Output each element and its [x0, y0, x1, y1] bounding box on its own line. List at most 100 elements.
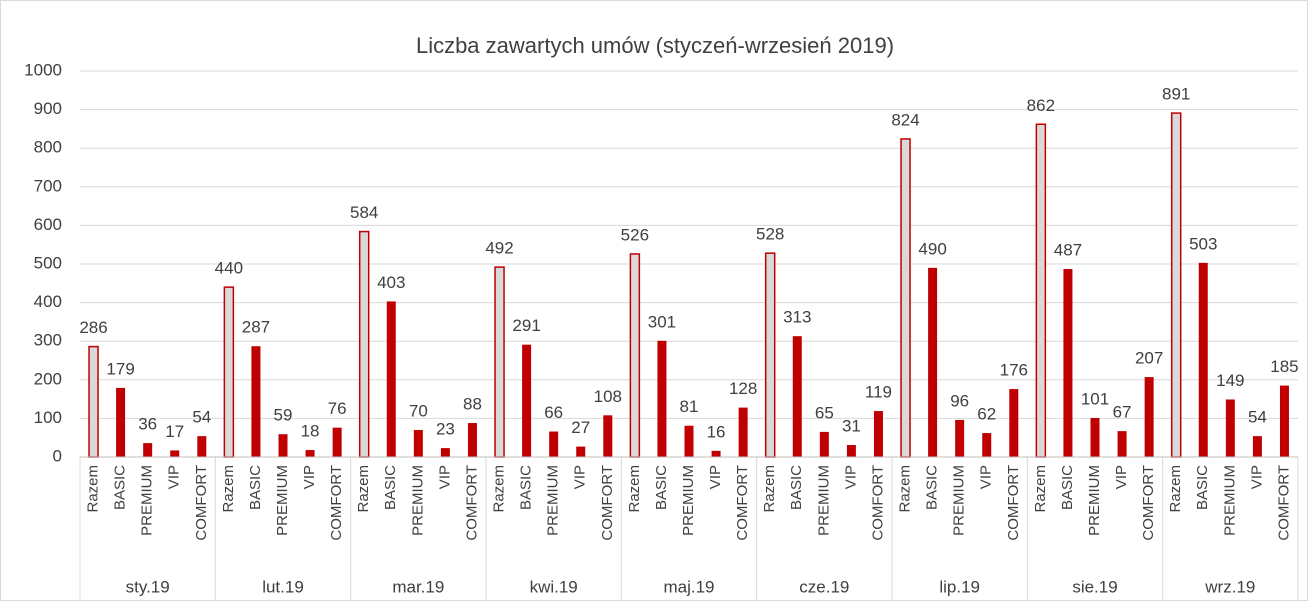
- data-label: 185: [1270, 357, 1298, 376]
- x-tick-label: Razem: [761, 465, 778, 513]
- chart-title: Liczba zawartych umów (styczeń-wrzesień …: [416, 33, 894, 58]
- x-tick-label: COMFORT: [599, 465, 616, 541]
- data-label: 23: [436, 420, 455, 439]
- data-label: 31: [842, 417, 861, 436]
- x-tick-label: Razem: [491, 465, 508, 513]
- bar: [1009, 389, 1019, 457]
- x-tick-label: PREMIUM: [815, 465, 832, 536]
- x-group-label: lip.19: [939, 577, 980, 596]
- x-tick-label: PREMIUM: [274, 465, 291, 536]
- data-label: 81: [680, 397, 699, 416]
- x-group-label: maj.19: [663, 577, 714, 596]
- bar: [711, 450, 721, 457]
- x-tick-label: COMFORT: [463, 465, 480, 541]
- data-label: 403: [377, 273, 405, 292]
- y-tick-label: 0: [53, 446, 62, 465]
- bar: [1144, 377, 1154, 457]
- bar: [88, 345, 99, 458]
- bar: [413, 429, 423, 457]
- x-tick-label: PREMIUM: [1086, 465, 1103, 536]
- bar: [494, 266, 505, 458]
- x-tick-label: PREMIUM: [680, 465, 697, 536]
- bar: [440, 448, 450, 457]
- bar: [223, 286, 235, 458]
- x-tick-label: COMFORT: [1140, 465, 1157, 541]
- bar: [928, 267, 938, 457]
- bar: [1252, 436, 1262, 457]
- data-label: 824: [891, 110, 919, 129]
- y-tick-label: 100: [34, 408, 62, 427]
- x-group-label: kwi.19: [530, 577, 578, 596]
- x-tick-label: BASIC: [1059, 465, 1076, 510]
- x-tick-label: Razem: [897, 465, 914, 513]
- x-tick-label: BASIC: [924, 465, 941, 510]
- bar: [900, 138, 911, 458]
- data-label: 59: [274, 406, 293, 425]
- x-tick-label: BASIC: [112, 465, 129, 510]
- bar: [1035, 123, 1047, 458]
- x-tick-label: VIP: [978, 465, 995, 489]
- bar: [522, 344, 532, 457]
- data-label: 18: [301, 422, 320, 441]
- bar: [386, 301, 396, 457]
- bar: [116, 387, 126, 457]
- data-label: 54: [192, 408, 211, 427]
- x-tick-label: Razem: [1167, 465, 1184, 513]
- data-label: 286: [79, 318, 107, 337]
- bar: [1090, 418, 1100, 457]
- bar: [684, 425, 694, 457]
- bar: [846, 445, 856, 457]
- x-tick-label: VIP: [301, 465, 318, 489]
- y-tick-label: 200: [34, 369, 62, 388]
- x-tick-label: VIP: [436, 465, 453, 489]
- x-tick-label: VIP: [842, 465, 859, 489]
- data-label: 503: [1189, 234, 1217, 253]
- y-tick-label: 300: [34, 331, 62, 350]
- bar: [792, 336, 802, 457]
- y-tick-label: 900: [34, 99, 62, 118]
- x-tick-label: VIP: [1113, 465, 1130, 489]
- data-label: 176: [1000, 361, 1028, 380]
- bar: [1225, 399, 1235, 457]
- x-tick-label: PREMIUM: [1221, 465, 1238, 536]
- x-tick-label: Razem: [85, 465, 102, 513]
- data-label: 108: [594, 387, 622, 406]
- data-label: 487: [1054, 241, 1082, 260]
- y-tick-label: 500: [34, 253, 62, 272]
- x-tick-label: PREMIUM: [139, 465, 156, 536]
- bar: [576, 446, 586, 457]
- data-label: 440: [215, 259, 243, 278]
- data-label: 149: [1216, 371, 1244, 390]
- bar: [305, 450, 315, 457]
- bar: [143, 443, 153, 457]
- x-tick-label: Razem: [626, 465, 643, 513]
- x-tick-label: COMFORT: [1275, 465, 1292, 541]
- x-tick-label: COMFORT: [1005, 465, 1022, 541]
- x-tick-label: BASIC: [788, 465, 805, 510]
- data-label: 27: [571, 418, 590, 437]
- x-tick-label: Razem: [355, 465, 372, 513]
- x-tick-label: VIP: [572, 465, 589, 489]
- data-label: 492: [485, 239, 513, 258]
- y-tick-label: 1000: [24, 60, 62, 79]
- bar: [170, 450, 180, 457]
- x-tick-label: PREMIUM: [545, 465, 562, 536]
- x-tick-label: COMFORT: [328, 465, 345, 541]
- data-label: 179: [106, 359, 134, 378]
- data-label: 16: [707, 422, 726, 441]
- data-label: 119: [865, 383, 892, 402]
- bar: [278, 434, 288, 457]
- data-label: 76: [328, 399, 347, 418]
- data-label: 526: [621, 225, 649, 244]
- data-label: 54: [1248, 408, 1267, 427]
- x-group-label: lut.19: [262, 577, 304, 596]
- bar: [738, 407, 748, 457]
- bar: [197, 436, 207, 457]
- y-tick-label: 800: [34, 138, 62, 157]
- y-tick-label: 700: [34, 176, 62, 195]
- data-label: 17: [165, 422, 184, 441]
- bar: [467, 423, 477, 457]
- x-tick-label: COMFORT: [869, 465, 886, 541]
